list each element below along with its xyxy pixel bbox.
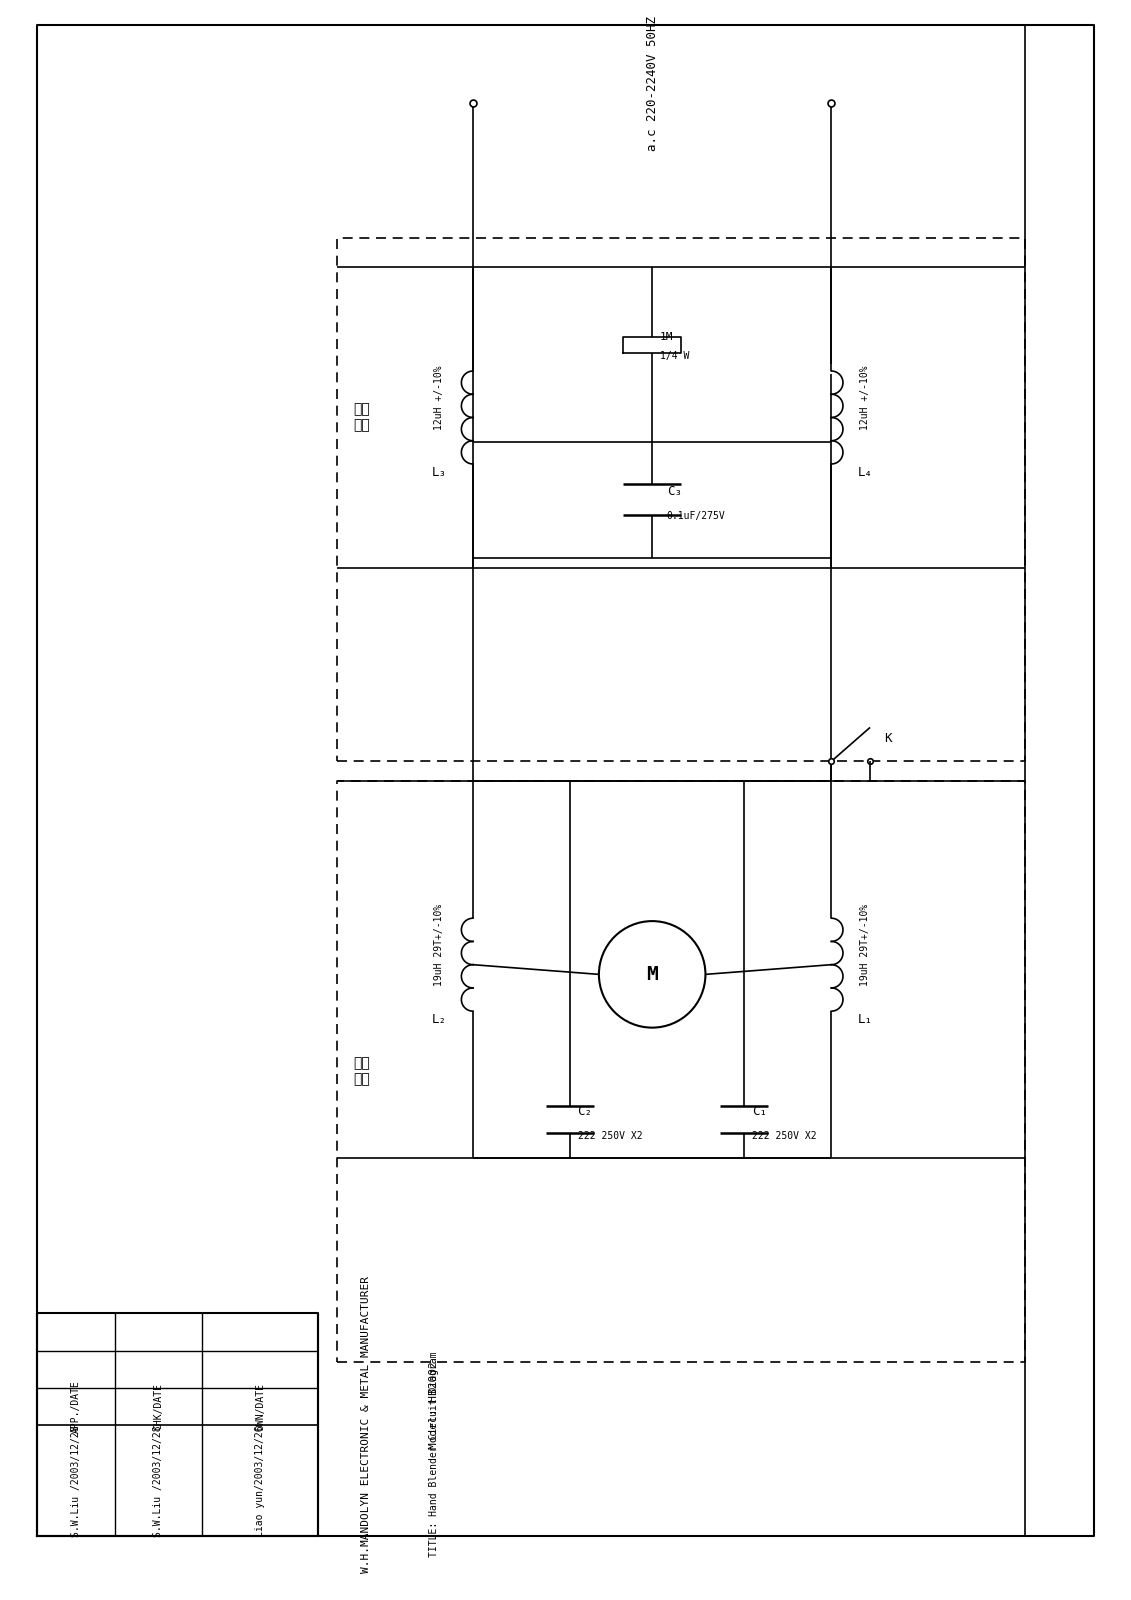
Text: 1M: 1M (659, 333, 673, 342)
Text: L₃: L₃ (432, 466, 447, 478)
Text: 0.1uF/275V: 0.1uF/275V (666, 510, 725, 522)
Text: C₃: C₃ (666, 485, 682, 498)
Text: W.H.MANDOLYN ELECTRONIC & METAL MANUFACTURER: W.H.MANDOLYN ELECTRONIC & METAL MANUFACT… (362, 1277, 371, 1573)
Text: APP./DATE: APP./DATE (71, 1379, 81, 1432)
Text: TITLE: Hand Blender Circuit Diagram: TITLE: Hand Blender Circuit Diagram (430, 1350, 439, 1557)
Text: 222 250V X2: 222 250V X2 (578, 1131, 642, 1141)
Text: 12uH +/-10%: 12uH +/-10% (861, 366, 870, 430)
Text: 19uH 29T+/-10%: 19uH 29T+/-10% (861, 904, 870, 987)
Text: CHK/DATE: CHK/DATE (154, 1382, 163, 1430)
Text: S.W.Liu /2003/12/28: S.W.Liu /2003/12/28 (71, 1426, 81, 1536)
Text: 1/4 W: 1/4 W (659, 352, 689, 362)
Text: K: K (884, 731, 892, 746)
Text: L₁: L₁ (857, 1013, 873, 1026)
Text: 电动
机组: 电动 机组 (353, 1056, 370, 1086)
Text: a.c 220-2240V 50HZ: a.c 220-2240V 50HZ (646, 16, 658, 150)
Text: DWN/DATE: DWN/DATE (254, 1382, 265, 1430)
Text: C₁: C₁ (752, 1104, 767, 1118)
Text: 12uH +/-10%: 12uH +/-10% (434, 366, 444, 430)
Text: L₄: L₄ (857, 466, 873, 478)
Text: M: M (646, 965, 658, 984)
Text: Liao yun/2003/12/26: Liao yun/2003/12/26 (254, 1426, 265, 1536)
Text: 222 250V X2: 222 250V X2 (752, 1131, 817, 1141)
Text: Model: HB2002: Model: HB2002 (430, 1362, 439, 1450)
Text: 19uH 29T+/-10%: 19uH 29T+/-10% (434, 904, 444, 987)
Text: L₂: L₂ (432, 1013, 447, 1026)
Text: 滤波
电路: 滤波 电路 (353, 402, 370, 432)
Text: S.W.Liu /2003/12/28: S.W.Liu /2003/12/28 (154, 1426, 163, 1536)
Text: C₂: C₂ (578, 1104, 593, 1118)
